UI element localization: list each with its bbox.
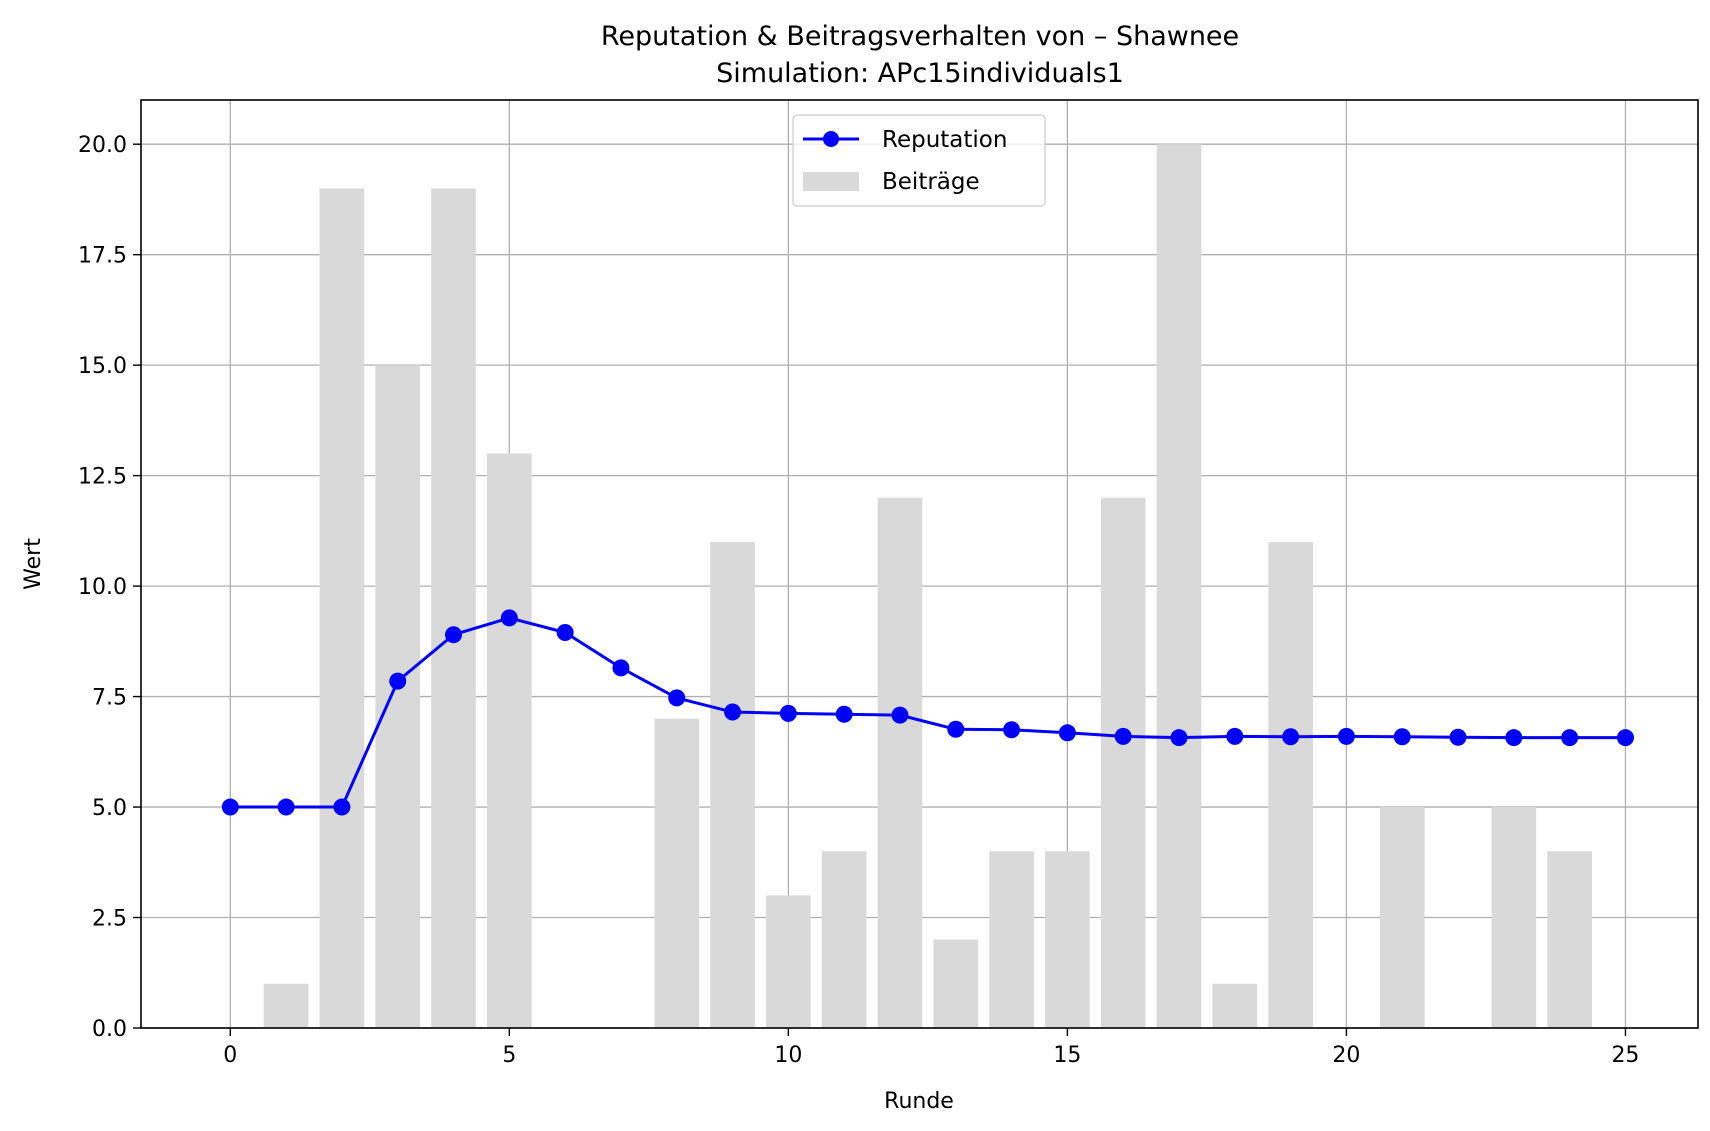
x-tick-label: 5 — [502, 1043, 516, 1068]
reputation-point — [556, 623, 574, 641]
y-tick-label: 2.5 — [92, 907, 127, 932]
chart-subtitle: Simulation: APc15individuals1 — [716, 58, 1124, 89]
y-tick-label: 17.5 — [78, 244, 127, 269]
y-tick-label: 5.0 — [92, 796, 127, 821]
x-tick-label: 0 — [223, 1043, 237, 1068]
axis-ticks: 0 5 10 15 20 25 0.0 2.5 5.0 7.5 10.0 12.5 15.0 17.5 20… — [78, 133, 1639, 1068]
reputation-point — [1003, 721, 1021, 739]
contribution-bar — [877, 497, 923, 1028]
reputation-point — [1226, 727, 1244, 745]
reputation-point — [1449, 728, 1467, 746]
reputation-point — [779, 704, 797, 722]
reputation-polyline — [230, 616, 1626, 809]
contribution-bar — [933, 939, 979, 1028]
contribution-bar — [1100, 497, 1146, 1028]
reputation-point — [612, 659, 630, 677]
contribution-bar — [710, 541, 755, 1028]
contribution-bar — [1212, 983, 1258, 1028]
reputation-point — [445, 626, 463, 644]
reputation-line — [221, 609, 1634, 816]
contribution-bar — [766, 895, 811, 1028]
contribution-bar — [654, 718, 700, 1028]
reputation-point — [221, 798, 239, 816]
reputation-point — [1393, 728, 1411, 746]
reputation-point — [333, 798, 351, 816]
contribution-bar — [821, 851, 867, 1028]
reputation-point — [947, 720, 965, 738]
y-tick-label: 15.0 — [78, 354, 127, 379]
legend-label-reputation: Reputation — [882, 127, 1007, 153]
contribution-bar — [1045, 851, 1090, 1028]
reputation-point — [668, 689, 686, 707]
y-tick-label: 7.5 — [92, 686, 127, 711]
x-tick-label: 20 — [1332, 1043, 1360, 1068]
y-axis-label: Wert — [21, 538, 46, 590]
reputation-point — [389, 672, 407, 690]
reputation-point — [1058, 724, 1076, 742]
contribution-bar — [1379, 807, 1425, 1028]
reputation-point — [1505, 729, 1523, 747]
contribution-bar — [375, 365, 421, 1029]
reputation-point — [1561, 729, 1579, 747]
reputation-point — [1170, 729, 1188, 747]
contribution-bar — [1156, 144, 1202, 1028]
reputation-point — [1337, 727, 1355, 745]
contribution-bar — [1491, 807, 1537, 1028]
reputation-point — [891, 706, 909, 724]
reputation-point — [835, 705, 853, 723]
contribution-bar — [1268, 541, 1313, 1028]
legend-bar-swatch — [803, 172, 859, 191]
chart-title: Reputation & Beitragsverhalten von – Sha… — [601, 21, 1239, 52]
y-tick-label: 20.0 — [78, 133, 127, 158]
x-tick-label: 10 — [774, 1043, 802, 1068]
contribution-bar — [989, 851, 1034, 1028]
reputation-point — [277, 798, 295, 816]
legend: Reputation Beiträge — [792, 114, 1046, 207]
y-tick-label: 12.5 — [78, 465, 127, 490]
contribution-bar — [1547, 851, 1592, 1028]
legend-label-beitraege: Beiträge — [882, 169, 980, 195]
reputation-point — [1616, 729, 1634, 747]
y-tick-label: 0.0 — [92, 1017, 127, 1042]
x-tick-label: 15 — [1053, 1043, 1081, 1068]
plot-frame — [140, 99, 1699, 1029]
contribution-bars — [263, 144, 1592, 1029]
contribution-bar — [263, 983, 309, 1028]
reputation-point — [1114, 727, 1132, 745]
y-tick-label: 10.0 — [78, 575, 127, 600]
contribution-bar — [431, 188, 476, 1028]
x-tick-label: 25 — [1611, 1043, 1639, 1068]
reputation-point — [500, 609, 518, 627]
x-axis-label: Runde — [884, 1089, 954, 1114]
legend-marker-swatch — [823, 131, 839, 147]
contribution-bar — [319, 188, 365, 1028]
reputation-point — [1282, 728, 1300, 746]
reputation-point — [724, 703, 742, 721]
contribution-bar — [487, 453, 532, 1028]
